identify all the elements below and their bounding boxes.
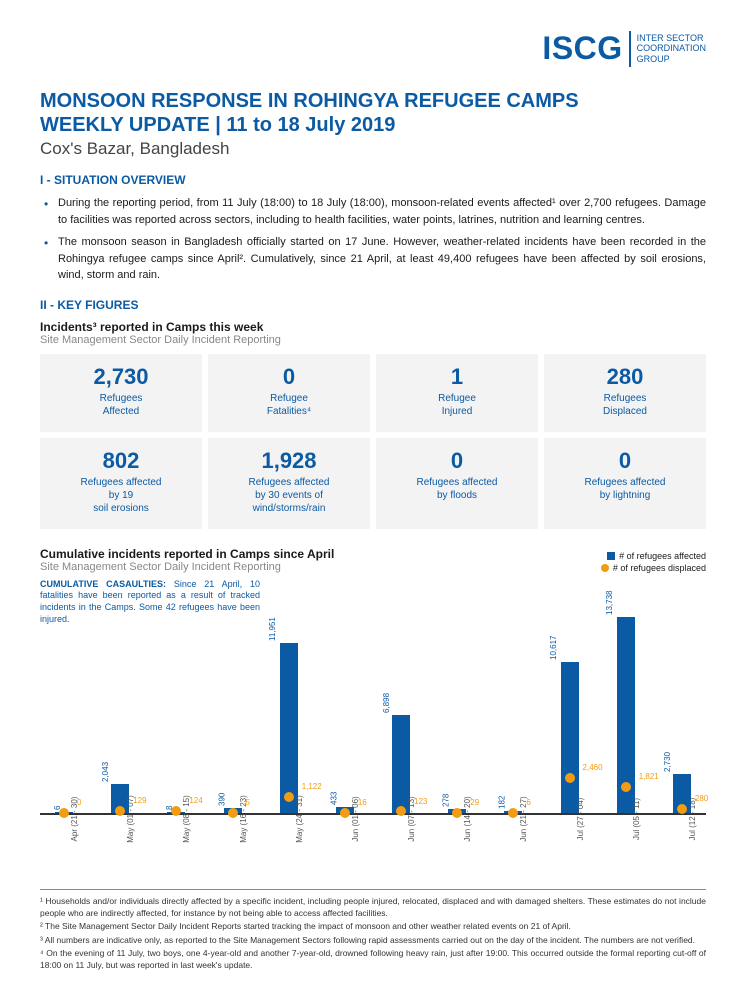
header-logo: ISCG INTER SECTOR COORDINATION GROUP (40, 30, 706, 67)
kpi-value: 1,928 (216, 448, 362, 474)
section-2-heading: II - KEY FIGURES (40, 298, 706, 312)
logo-subtitle: INTER SECTOR COORDINATION GROUP (637, 33, 706, 64)
section-1-heading: I - SITUATION OVERVIEW (40, 173, 706, 187)
kpi-value: 280 (552, 364, 698, 390)
dot-value-label: 2,460 (583, 763, 603, 772)
bar-group: 10,6172,460 (550, 662, 590, 814)
legend-affected: # of refugees affected (607, 551, 706, 561)
kpi-value: 802 (48, 448, 194, 474)
kpi-label: Refugees affected by 30 events of wind/s… (216, 476, 362, 515)
chart-x-axis: Apr (21 - 30)May (01 - 07)May (08 - 15)M… (40, 819, 706, 875)
kpi-label: Refugees Displaced (552, 392, 698, 418)
logo-text: ISCG (542, 30, 622, 67)
footnote: ¹ Households and/or individuals directly… (40, 896, 706, 919)
kpi-label: Refugee Injured (384, 392, 530, 418)
x-axis-tick: Jun (14 - 20) (457, 799, 513, 839)
situation-bullets: During the reporting period, from 11 Jul… (40, 195, 706, 284)
bar-group: 13,7381,821 (606, 617, 646, 813)
kpi-value: 0 (216, 364, 362, 390)
page-subtitle: Cox's Bazar, Bangladesh (40, 139, 706, 159)
bar-value-label: 2,043 (101, 762, 110, 782)
x-axis-tick: Apr (21 - 30) (64, 799, 120, 839)
dot-value-label: 1,122 (302, 782, 322, 791)
kpi-card: 0Refugees affected by lightning (544, 438, 706, 529)
kpi-card: 280Refugees Displaced (544, 354, 706, 432)
kpi-label: Refugees affected by lightning (552, 476, 698, 502)
bar: 13,7381,821 (617, 617, 635, 813)
incidents-subtitle: Site Management Sector Daily Incident Re… (40, 334, 706, 346)
dot-value-label: 1,821 (639, 772, 659, 781)
x-axis-tick: Jul (27 - 04) (570, 799, 626, 839)
footnotes: ¹ Households and/or individuals directly… (40, 896, 706, 971)
bullet-item: During the reporting period, from 11 Jul… (40, 195, 706, 228)
x-axis-tick: Jun (21 - 27) (513, 799, 569, 839)
kpi-label: Refugee Fatalities⁴ (216, 392, 362, 418)
incidents-title: Incidents³ reported in Camps this week (40, 320, 706, 334)
x-axis-tick: Jul (12 - 18) (682, 799, 738, 839)
bar-group: 11,9511,122 (269, 643, 309, 814)
page-title: MONSOON RESPONSE IN ROHINGYA REFUGEE CAM… (40, 89, 706, 137)
legend-circle-icon (601, 564, 609, 572)
kpi-value: 2,730 (48, 364, 194, 390)
bar: 11,9511,122 (280, 643, 298, 814)
kpi-card: 2,730Refugees Affected (40, 354, 202, 432)
bar: 10,6172,460 (561, 662, 579, 814)
bar-value-label: 10,617 (548, 635, 557, 659)
x-axis-tick: May (24 - 31) (289, 799, 345, 839)
x-axis-tick: May (01 - 07) (120, 799, 176, 839)
bullet-item: The monsoon season in Bangladesh officia… (40, 234, 706, 284)
x-axis-tick: Jun (07 - 13) (401, 799, 457, 839)
footnote: ⁴ On the evening of 11 July, two boys, o… (40, 948, 706, 971)
kpi-label: Refugees Affected (48, 392, 194, 418)
kpi-card: 802Refugees affected by 19 soil erosions (40, 438, 202, 529)
bar-value-label: 13,738 (604, 591, 613, 615)
casualty-note: CUMULATIVE CASAULTIES: Since 21 April, 1… (40, 579, 260, 626)
kpi-value: 0 (384, 448, 530, 474)
logo-divider (629, 31, 631, 67)
kpi-value: 1 (384, 364, 530, 390)
footnote: ³ All numbers are indicative only, as re… (40, 935, 706, 946)
legend-displaced: # of refugees displaced (601, 563, 706, 573)
dot-marker (621, 782, 631, 792)
legend-square-icon (607, 552, 615, 560)
x-axis-tick: May (16 - 23) (233, 799, 289, 839)
kpi-grid: 2,730Refugees Affected0Refugee Fatalitie… (40, 354, 706, 529)
footnote-divider (40, 889, 706, 890)
kpi-value: 0 (552, 448, 698, 474)
x-axis-tick: May (08 - 15) (176, 799, 232, 839)
x-axis-tick: Jun (01 - 06) (345, 799, 401, 839)
bar-value-label: 2,730 (663, 752, 672, 772)
bar-value-label: 11,951 (268, 617, 277, 641)
x-axis-tick: Jul (05 - 11) (626, 799, 682, 839)
dot-marker (565, 773, 575, 783)
kpi-card: 1Refugee Injured (376, 354, 538, 432)
footnote: ² The Site Management Sector Daily Incid… (40, 921, 706, 932)
kpi-card: 0Refugee Fatalities⁴ (208, 354, 370, 432)
kpi-label: Refugees affected by floods (384, 476, 530, 502)
kpi-label: Refugees affected by 19 soil erosions (48, 476, 194, 515)
kpi-card: 0Refugees affected by floods (376, 438, 538, 529)
kpi-card: 1,928Refugees affected by 30 events of w… (208, 438, 370, 529)
bar-value-label: 6,898 (382, 693, 391, 713)
